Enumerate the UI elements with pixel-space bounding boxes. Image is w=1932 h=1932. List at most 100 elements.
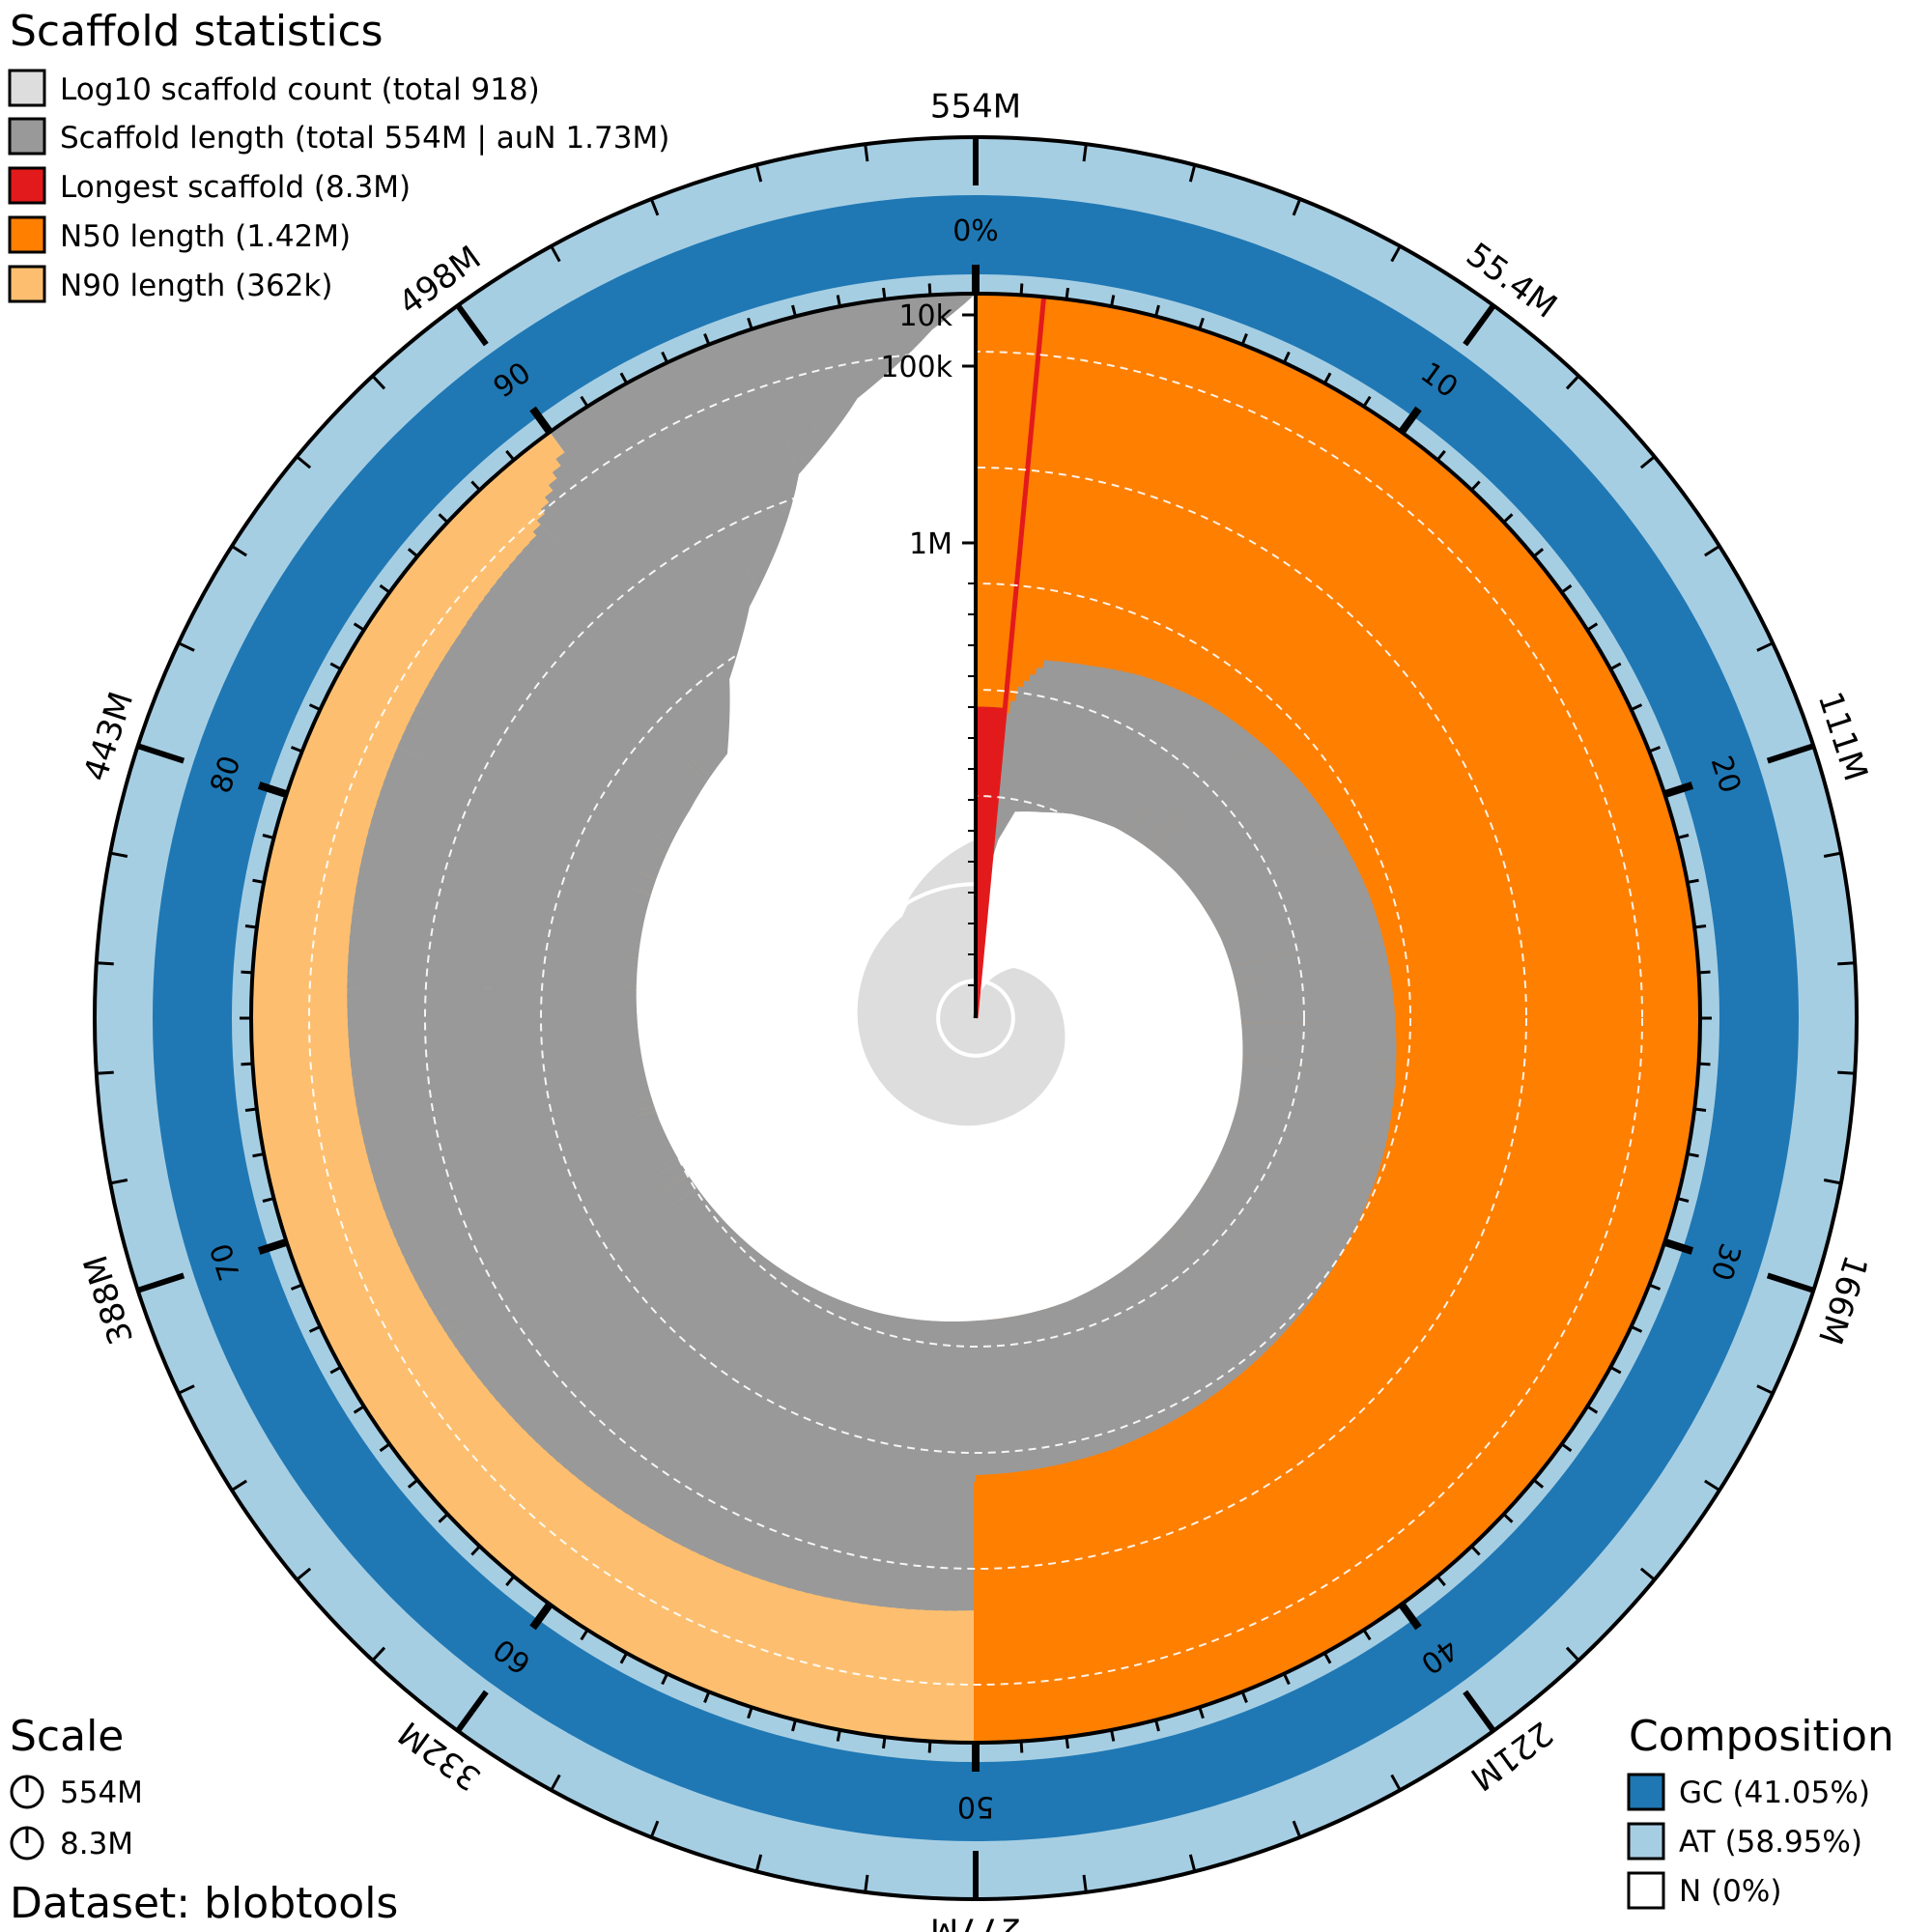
outer-tick bbox=[1463, 1690, 1496, 1733]
percent-tick bbox=[1677, 1197, 1690, 1203]
percent-tick bbox=[1154, 304, 1160, 317]
percent-tick bbox=[407, 1478, 419, 1489]
snail-chart: 102030405060708090554M55.4M111M166M221M2… bbox=[76, 88, 1875, 1932]
percent-tick bbox=[927, 1741, 932, 1753]
percent-tick bbox=[505, 449, 516, 462]
outer-tick bbox=[231, 1479, 247, 1492]
percent-tick bbox=[747, 1706, 753, 1719]
radial-axis-label: 100k bbox=[880, 351, 952, 384]
scale-label-total: 554M bbox=[60, 1776, 143, 1810]
percent-tick bbox=[329, 1366, 342, 1375]
outer-tick bbox=[1082, 144, 1088, 162]
legend-swatch-n90 bbox=[8, 265, 46, 303]
percent-tick bbox=[262, 1197, 274, 1203]
percent-tick bbox=[505, 1575, 516, 1587]
percent-tick bbox=[1630, 1324, 1643, 1333]
legend-swatch-n50 bbox=[8, 215, 46, 254]
outer-tick bbox=[649, 1820, 660, 1838]
percent-tick bbox=[470, 480, 481, 492]
percent-tick bbox=[1362, 395, 1372, 408]
percent-tick bbox=[244, 1107, 258, 1112]
outer-tick bbox=[1639, 455, 1656, 469]
percent-tick bbox=[836, 295, 841, 307]
percent-tick bbox=[252, 878, 265, 884]
percent-tick bbox=[661, 351, 669, 364]
composition-axis-label: 0% bbox=[952, 214, 999, 248]
percent-tick bbox=[1362, 1629, 1372, 1641]
percent-tick bbox=[241, 1062, 253, 1066]
percent-tick bbox=[252, 1152, 265, 1158]
outer-tick bbox=[1082, 1874, 1088, 1892]
outer-tick bbox=[136, 743, 185, 764]
composition-label-gc: GC (41.05%) bbox=[1679, 1776, 1870, 1810]
outer-tick bbox=[109, 1179, 128, 1185]
percent-tick bbox=[1470, 480, 1481, 492]
outer-tick bbox=[1390, 245, 1402, 263]
percent-tick bbox=[1198, 1706, 1205, 1719]
outer-tick bbox=[1837, 961, 1856, 966]
percent-tick bbox=[1502, 513, 1514, 524]
percent-tick bbox=[308, 703, 322, 712]
percent-tick bbox=[580, 395, 589, 408]
percent-tick bbox=[257, 1237, 288, 1255]
outer-tick bbox=[1837, 1070, 1856, 1075]
percent-tick bbox=[438, 513, 449, 524]
percent-tick bbox=[1065, 1736, 1069, 1749]
percent-tick bbox=[882, 1736, 887, 1749]
dataset-label: Dataset: blobtools bbox=[10, 1879, 398, 1928]
percent-tick bbox=[747, 317, 753, 330]
percent-tick bbox=[1532, 1478, 1545, 1489]
percent-tick bbox=[1648, 746, 1662, 753]
outer-tick bbox=[1766, 1272, 1815, 1293]
outer-tick bbox=[1704, 545, 1720, 557]
percent-tick bbox=[1240, 332, 1248, 346]
composition-label-n: N (0%) bbox=[1679, 1874, 1781, 1909]
outer-tick bbox=[550, 1774, 561, 1791]
outer-tick bbox=[1756, 641, 1774, 652]
percent-tick bbox=[661, 1672, 669, 1686]
percent-tick bbox=[470, 1545, 481, 1556]
percent-tick bbox=[1677, 834, 1690, 839]
radial-gridline-2 bbox=[424, 467, 1527, 1570]
percent-tick bbox=[927, 283, 932, 296]
percent-tick bbox=[1398, 406, 1422, 435]
outer-tick bbox=[136, 1272, 185, 1293]
percent-tick bbox=[438, 1513, 449, 1523]
percent-tick bbox=[1398, 1602, 1422, 1631]
percent-tick bbox=[703, 1690, 711, 1704]
percent-tick bbox=[619, 1652, 628, 1664]
scale-clock-icon-longest bbox=[10, 1826, 44, 1861]
percent-tick bbox=[353, 622, 365, 632]
outer-tick bbox=[550, 245, 561, 263]
outer-tick bbox=[371, 1646, 386, 1662]
outer-axis-label: 277M bbox=[930, 1911, 1021, 1932]
percent-tick bbox=[791, 304, 797, 317]
count-gridline-1 bbox=[936, 979, 1015, 1058]
percent-tick bbox=[1282, 351, 1291, 364]
percent-tick bbox=[1323, 1652, 1332, 1664]
outer-tick bbox=[178, 1384, 195, 1395]
percent-tick bbox=[791, 1719, 797, 1732]
percent-tick bbox=[1693, 1107, 1707, 1112]
percent-tick bbox=[1198, 317, 1205, 330]
percent-tick bbox=[244, 924, 258, 929]
percent-tick bbox=[1502, 1513, 1514, 1523]
outer-tick bbox=[1390, 1774, 1402, 1791]
outer-tick bbox=[371, 375, 386, 390]
radial-axis-label: 1M bbox=[909, 527, 952, 561]
percent-tick bbox=[353, 1405, 365, 1414]
outer-tick bbox=[1565, 375, 1580, 390]
percent-tick bbox=[1586, 622, 1599, 632]
composition-swatch-gc bbox=[1627, 1773, 1665, 1811]
legend-title: Scaffold statistics bbox=[10, 7, 384, 56]
percent-tick bbox=[329, 662, 342, 670]
percent-tick bbox=[529, 1602, 554, 1631]
outer-tick bbox=[96, 961, 114, 966]
percent-tick bbox=[1110, 1729, 1116, 1742]
legend-label-longest: Longest scaffold (8.3M) bbox=[60, 170, 411, 205]
outer-tick bbox=[109, 851, 128, 858]
outer-tick bbox=[1823, 1179, 1842, 1185]
percent-tick bbox=[1609, 662, 1622, 670]
percent-tick bbox=[290, 1283, 303, 1291]
